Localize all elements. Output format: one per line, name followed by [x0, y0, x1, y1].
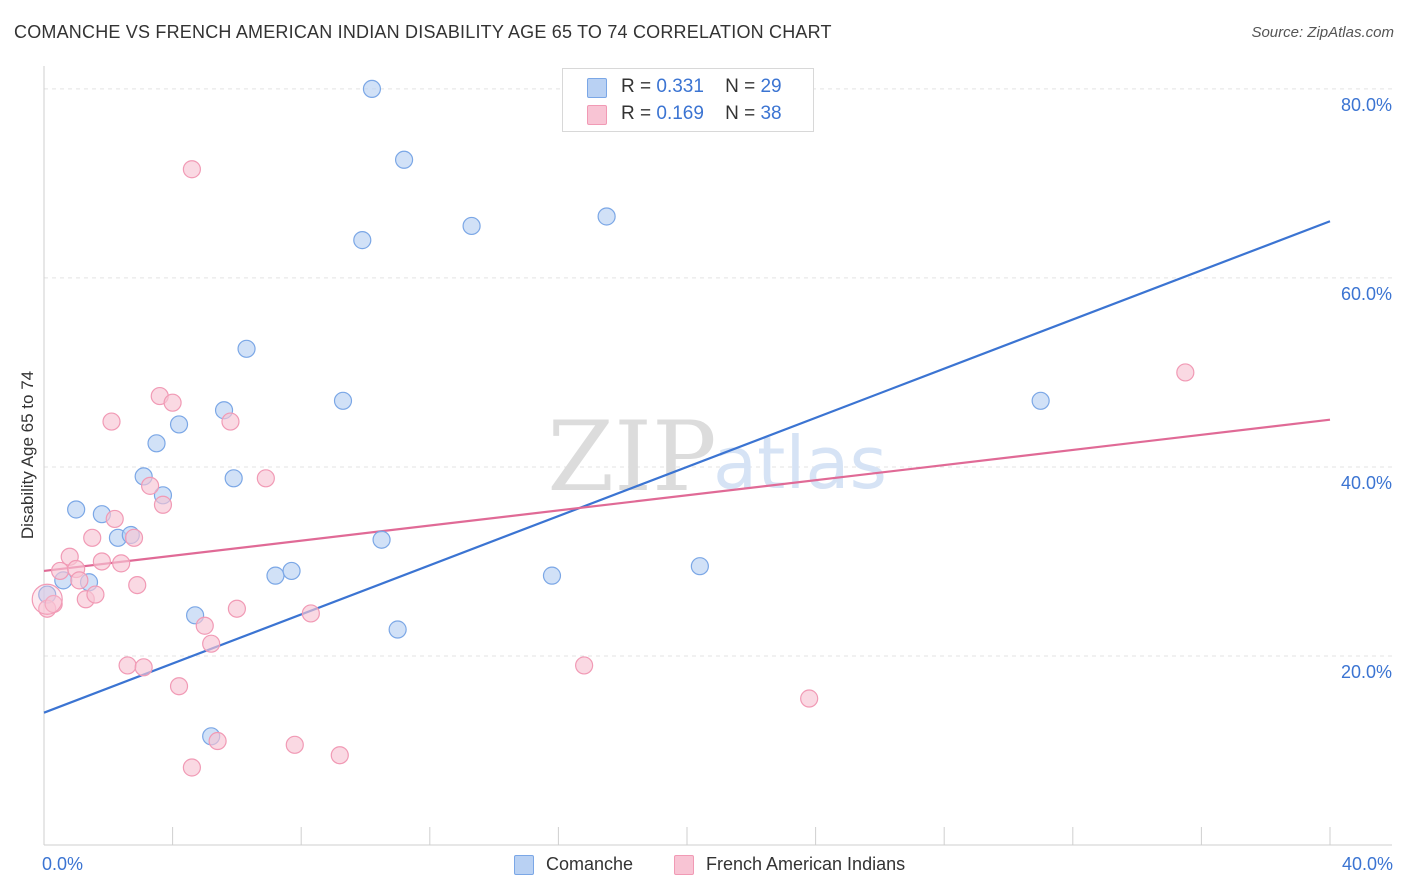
point-french-american-indians: [102, 412, 121, 431]
watermark-zip: ZIP: [547, 401, 716, 513]
point-french-american-indians: [182, 758, 201, 777]
point-french-american-indians: [140, 476, 160, 495]
trend-line-french-american-indians: [43, 418, 1331, 573]
point-french-american-indians: [153, 495, 173, 514]
y-tick-label: 20.0%: [1341, 662, 1392, 682]
legend-n-value: 29: [760, 76, 782, 97]
bottom-legend-swatch-french-american-indians: [674, 855, 694, 875]
point-comanche: [1031, 391, 1050, 410]
point-french-american-indians: [163, 393, 182, 412]
y-tick-label: 60.0%: [1341, 284, 1392, 304]
point-french-american-indians: [92, 552, 111, 571]
point-comanche: [282, 561, 301, 581]
point-comanche: [362, 79, 382, 99]
point-french-american-indians: [301, 604, 320, 623]
point-french-american-indians: [800, 689, 819, 708]
bottom-legend-swatch-comanche: [514, 855, 534, 875]
point-french-american-indians: [575, 656, 594, 675]
point-french-american-indians: [208, 731, 227, 751]
legend-swatch-french-american-indians: [587, 105, 607, 125]
point-french-american-indians: [195, 616, 214, 635]
point-french-american-indians: [86, 585, 105, 604]
source-label: Source: ZipAtlas.com: [1251, 24, 1394, 41]
point-french-american-indians: [134, 658, 153, 677]
point-comanche: [67, 500, 86, 519]
watermark: ZIP atlas: [547, 401, 887, 513]
data-points: [31, 79, 1195, 777]
point-comanche: [597, 207, 616, 226]
legend-n-label: N =: [725, 103, 756, 124]
point-comanche: [388, 620, 407, 639]
point-french-american-indians: [128, 575, 147, 595]
point-french-american-indians: [105, 509, 124, 529]
legend-r-value: 0.331: [656, 76, 704, 97]
legend-r-label: R =: [621, 76, 652, 97]
point-cluster: [31, 583, 63, 615]
point-french-american-indians: [118, 656, 137, 675]
point-comanche: [353, 231, 372, 250]
point-comanche: [372, 530, 391, 549]
legend-n-label: N =: [725, 76, 756, 97]
point-comanche: [147, 434, 166, 453]
chart-title: COMANCHE VS FRENCH AMERICAN INDIAN DISAB…: [14, 22, 832, 42]
point-french-american-indians: [112, 554, 131, 573]
point-comanche: [169, 415, 189, 434]
legend-n-value: 38: [760, 103, 782, 124]
bottom-legend-label-french-american-indians: French American Indians: [706, 854, 906, 874]
point-comanche: [462, 216, 481, 236]
point-comanche: [266, 566, 285, 585]
point-french-american-indians: [202, 634, 221, 653]
y-tick-label: 40.0%: [1341, 473, 1392, 493]
point-comanche: [237, 339, 256, 358]
point-french-american-indians: [227, 599, 246, 618]
point-french-american-indians: [182, 160, 201, 179]
stats-legend: R = 0.331 N = 29 R = 0.169 N = 38: [562, 68, 814, 132]
point-french-american-indians: [256, 469, 275, 488]
tick-labels: 20.0% 40.0% 60.0% 80.0% 0.0% 40.0%: [42, 95, 1393, 874]
trend-line-comanche: [43, 220, 1331, 714]
x-tick-label: 0.0%: [42, 854, 83, 874]
axes: [43, 66, 1392, 846]
point-french-american-indians: [83, 528, 102, 547]
trend-lines: [43, 220, 1331, 714]
point-comanche: [224, 469, 243, 488]
legend-swatch-comanche: [587, 78, 607, 98]
point-comanche: [542, 566, 562, 585]
x-tick-label: 40.0%: [1342, 854, 1393, 874]
point-french-american-indians: [221, 412, 240, 431]
point-comanche: [690, 557, 709, 576]
y-tick-label: 80.0%: [1341, 95, 1392, 115]
point-french-american-indians: [330, 746, 349, 765]
point-french-american-indians: [124, 528, 144, 547]
point-french-american-indians: [70, 571, 89, 590]
point-french-american-indians: [169, 677, 189, 696]
watermark-atlas: atlas: [713, 421, 887, 505]
point-comanche: [333, 391, 353, 410]
point-french-american-indians: [285, 735, 304, 754]
legend-r-label: R =: [621, 103, 652, 124]
legend-r-value: 0.169: [656, 103, 704, 124]
bottom-legend-label-comanche: Comanche: [546, 854, 634, 874]
point-french-american-indians: [1176, 363, 1195, 382]
point-comanche: [394, 150, 414, 169]
gridlines: [44, 88, 1392, 657]
